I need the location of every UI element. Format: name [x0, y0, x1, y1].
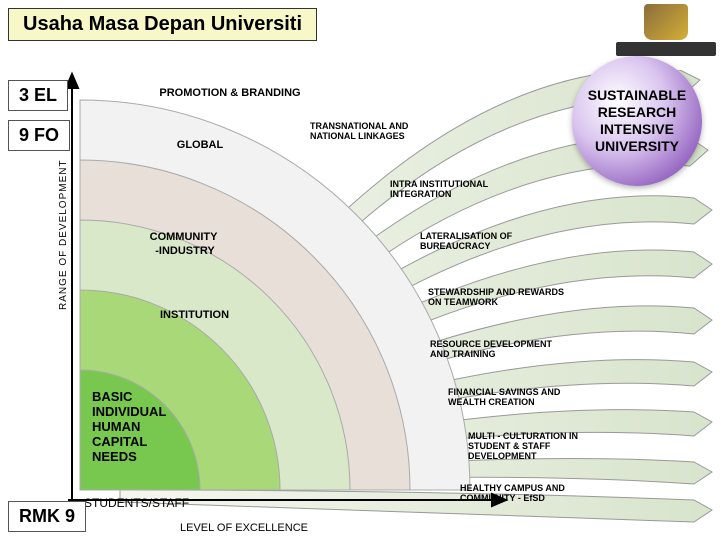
- students-staff-label: STUDENTS/STAFF: [84, 496, 189, 510]
- arrow-label-4: RESOURCE DEVELOPMENT AND TRAINING: [430, 340, 570, 360]
- badge-3el: 3 EL: [8, 80, 68, 111]
- arrow-label-7: HEALTHY CAMPUS AND COMMUNITY - EfSD: [460, 484, 620, 504]
- arrow-label-3: STEWARDSHIP AND REWARDS ON TEAMWORK: [428, 288, 568, 308]
- ring-label-promotion: PROMOTION & BRANDING: [159, 87, 300, 99]
- ring-label-institution: INSTITUTION: [160, 309, 229, 321]
- y-axis-label: RANGE OF DEVELOPMENT: [58, 159, 69, 310]
- ring-label-global: GLOBAL: [177, 139, 224, 151]
- badge-9fo: 9 FO: [8, 120, 70, 151]
- arrow-label-2: LATERALISATION OF BUREAUCRACY: [420, 232, 560, 252]
- arrow-label-1: INTRA INSTITUTIONAL INTEGRATION: [390, 180, 530, 200]
- arrow-label-0: TRANSNATIONAL AND NATIONAL LINKAGES: [310, 122, 450, 142]
- ring-label-basic: BASIC INDIVIDUAL HUMAN CAPITAL NEEDS: [92, 390, 166, 465]
- goal-circle: SUSTAINABLE RESEARCH INTENSIVE UNIVERSIT…: [572, 56, 702, 186]
- x-axis-label: LEVEL OF EXCELLENCE: [180, 522, 308, 534]
- usm-bar-icon: [616, 42, 716, 56]
- page-title: Usaha Masa Depan Universiti: [8, 8, 317, 41]
- arrow-label-6: MULTI - CULTURATION IN STUDENT & STAFF D…: [468, 432, 618, 462]
- crest-icon: [644, 4, 688, 40]
- arrow-label-5: FINANCIAL SAVINGS AND WEALTH CREATION: [448, 388, 598, 408]
- badge-rmk9: RMK 9: [8, 501, 86, 532]
